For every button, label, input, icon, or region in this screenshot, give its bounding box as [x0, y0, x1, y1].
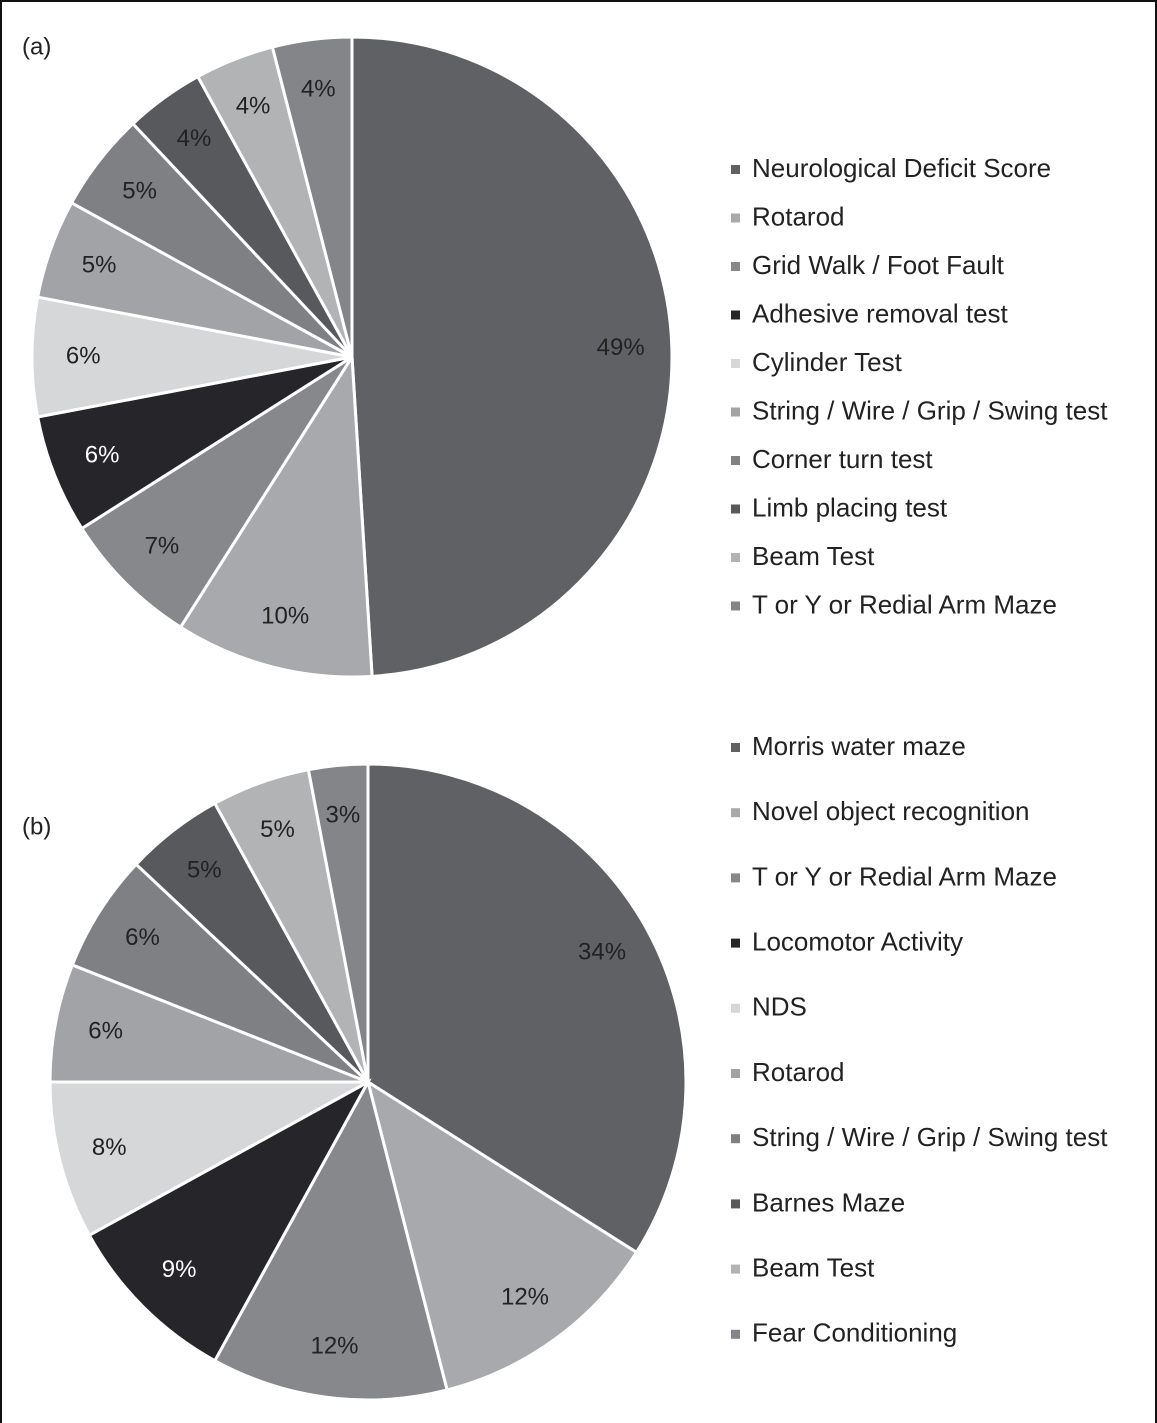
legend-label: String / Wire / Grip / Swing test	[752, 1122, 1108, 1152]
panel-label: (b)	[22, 813, 51, 840]
slice-label: 34%	[578, 939, 626, 966]
legend-label: Corner turn test	[752, 444, 933, 474]
legend-swatch	[731, 553, 740, 562]
legend-swatch	[731, 213, 740, 223]
legend-label: Rotarod	[752, 1057, 845, 1087]
legend-swatch	[731, 873, 740, 883]
legend-swatch	[731, 1134, 740, 1144]
pie-slice	[178, 352, 374, 679]
legend-label: Locomotor Activity	[752, 926, 963, 956]
legend-swatch	[731, 938, 740, 948]
slice-label: 12%	[501, 1283, 549, 1310]
slice-label: 5%	[82, 251, 117, 278]
legend-swatch	[731, 407, 740, 417]
legend-swatch	[731, 262, 740, 271]
legend-swatch	[731, 743, 740, 752]
legend-label: Morris water maze	[752, 731, 966, 761]
slice-label: 4%	[301, 76, 336, 103]
legend-swatch	[731, 1329, 740, 1339]
legend-label: Novel object recognition	[752, 796, 1030, 826]
pie-slice	[87, 1078, 372, 1363]
pie-slice	[350, 35, 674, 678]
pie-slice	[70, 862, 370, 1084]
legend-swatch	[731, 165, 740, 174]
slice-label: 4%	[236, 92, 271, 119]
legend-label: T or Y or Redial Arm Maze	[752, 861, 1057, 891]
legend-label: NDS	[752, 992, 807, 1022]
legend-label: String / Wire / Grip / Swing test	[752, 395, 1108, 425]
slice-label: 5%	[260, 816, 295, 843]
legend-label: Beam Test	[752, 1252, 875, 1282]
legend-label: Cylinder Test	[752, 347, 903, 377]
legend-swatch	[731, 504, 740, 514]
slice-label: 10%	[261, 603, 309, 630]
slice-label: 7%	[145, 532, 180, 559]
slice-label: 4%	[177, 125, 212, 152]
legend-label: Adhesive removal test	[752, 298, 1009, 328]
pie-slice	[79, 355, 354, 630]
legend-swatch	[731, 808, 740, 818]
legend-swatch	[731, 456, 740, 465]
slice-label: 6%	[66, 342, 101, 369]
legend-swatch	[731, 601, 740, 611]
legend-label: Beam Test	[752, 541, 875, 571]
legend-swatch	[731, 1069, 740, 1078]
pie-slice	[30, 295, 353, 419]
legend-label: Rotarod	[752, 201, 845, 231]
legend-swatch	[731, 1003, 740, 1013]
panel-label: (a)	[22, 33, 51, 60]
pie-slice	[270, 35, 354, 358]
legend-label: T or Y or Redial Arm Maze	[752, 589, 1057, 619]
legend-swatch	[731, 310, 740, 320]
pie-slice	[48, 962, 369, 1084]
pie-slice	[212, 1077, 449, 1402]
slice-label: 5%	[122, 178, 157, 205]
pie-slice	[48, 1080, 369, 1238]
pie-slice	[366, 762, 688, 1255]
legend-label: Grid Walk / Foot Fault	[752, 250, 1005, 280]
legend-label: Barnes Maze	[752, 1187, 905, 1217]
slice-label: 9%	[162, 1256, 197, 1283]
legend-label: Fear Conditioning	[752, 1318, 957, 1348]
legend-label: Neurological Deficit Score	[752, 153, 1051, 183]
slice-label: 5%	[187, 856, 222, 883]
legend-swatch	[731, 1264, 740, 1274]
pie-slice	[365, 1078, 639, 1392]
legend-label: Limb placing test	[752, 492, 948, 522]
slice-label: 6%	[125, 924, 160, 951]
slice-label: 6%	[85, 441, 120, 468]
slice-label: 8%	[92, 1134, 127, 1161]
slice-label: 12%	[310, 1332, 358, 1359]
slice-label: 6%	[88, 1017, 123, 1044]
legend-swatch	[731, 359, 740, 368]
legend-swatch	[731, 1199, 740, 1209]
slice-label: 3%	[326, 801, 361, 828]
pie-slice	[35, 355, 353, 531]
slice-label: 49%	[597, 334, 645, 361]
pie-slice	[306, 762, 370, 1083]
